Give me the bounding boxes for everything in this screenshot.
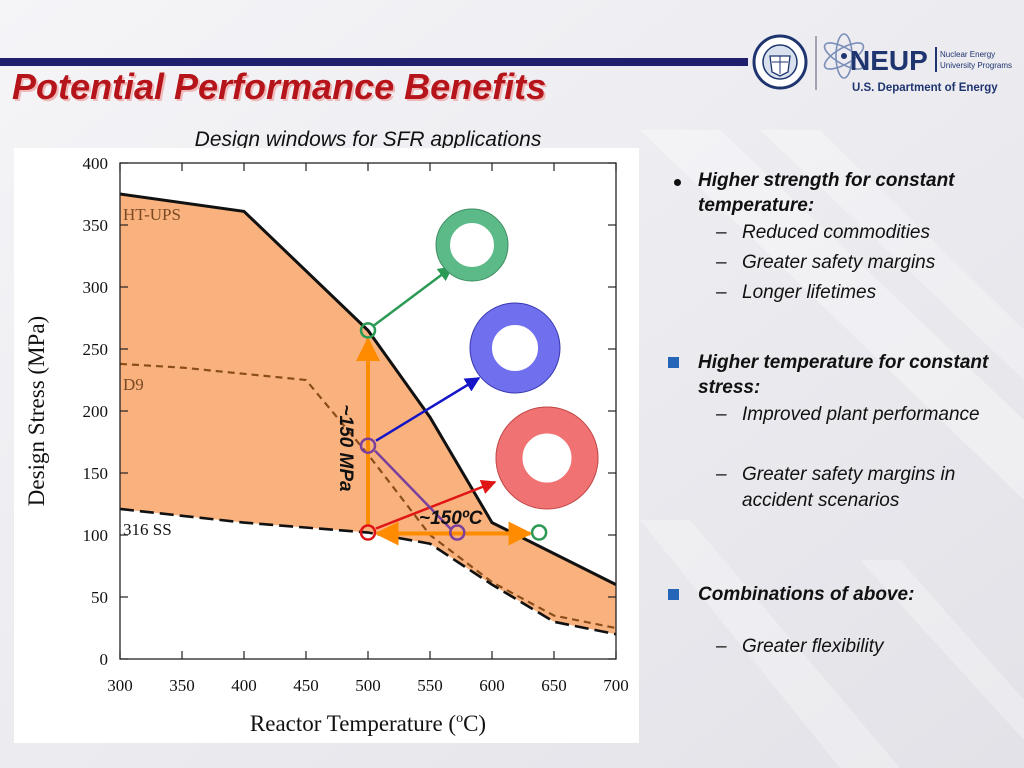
sub-bullet-text: Reduced commodities [742,222,930,243]
x-tick-label: 350 [169,676,195,695]
green-point-marker [359,322,377,339]
series-label-ht-ups: HT-UPS [123,205,181,224]
chart-subtitle: Design windows for SFR applications [194,128,542,151]
sub-bullet-item: – Greater safety margins in accident scen… [716,462,996,514]
green-right-point-marker [530,524,548,541]
sub-bullet-item: – Improved plant performance [716,402,996,428]
y-tick-label: 350 [83,216,109,235]
logo-area: NEUP Nuclear Energy University Programs … [752,33,1012,94]
neup-subtitle-line2: University Programs [940,61,1012,70]
sub-bullet-item: – Longer lifetimes [716,280,996,306]
x-tick-label: 550 [417,676,443,695]
y-tick-label: 300 [83,278,109,297]
sub-bullet-dash: – [716,636,727,657]
x-tick-label: 300 [107,676,133,695]
x-axis-label: Reactor Temperature (oC) [250,711,486,736]
sub-bullet-item: – Reduced commodities [716,220,996,246]
y-axis-label: Design Stress (MPa) [24,316,49,506]
bullet-text: Combinations of above: [698,584,915,605]
y-tick-label: 150 [83,464,109,483]
arrow-to-blue-ring [375,376,481,442]
x-tick-label: 600 [479,676,505,695]
slide-title: Potential Performance Benefits [12,66,547,107]
red-tube-ring-outline [495,406,599,510]
green-tube-ring [436,209,508,281]
sub-bullet-dash: – [716,404,727,425]
stress-gain-label: ~150 MPa [335,404,356,492]
purple-right-point-marker [449,524,466,541]
sub-bullet-dash: – [716,252,727,273]
neup-subtitle-line1: Nuclear Energy [940,50,995,59]
bullet-item: Higher temperature for constant stress: [668,350,998,400]
x-tick-label: 700 [603,676,629,695]
doe-logo-text: U.S. Department of Energy [852,82,998,94]
bullet-item: Higher strength for constant temperature… [668,168,998,218]
series-label-d9: D9 [123,375,144,394]
title-bar [0,58,748,66]
bullet-dot-icon [668,168,696,193]
neup-logo-text: NEUP [850,45,928,76]
arrow-to-green-ring [373,265,454,327]
green-tube-ring-outline [435,208,509,282]
sub-bullet-item: – Greater safety margins [716,250,996,276]
blue-tube-ring [470,303,560,393]
sub-bullet-item: – Greater flexibility [716,634,996,660]
x-tick-label: 500 [355,676,381,695]
sub-bullet-text: Greater flexibility [742,636,884,657]
bullet-item: Combinations of above: [668,582,998,607]
y-tick-label: 50 [91,588,108,607]
x-tick-label: 450 [293,676,319,695]
bullet-text: Higher strength for constant temperature… [698,170,955,216]
sub-bullet-dash: – [716,222,727,243]
y-tick-label: 250 [83,340,109,359]
sub-bullet-text: Greater safety margins [742,252,936,273]
neup-atom-icon [823,33,865,79]
doe-seal-icon [752,34,808,90]
sub-bullet-dash: – [716,464,727,485]
sub-bullet-dash: – [716,282,727,303]
y-tick-label: 0 [100,650,109,669]
blue-tube-ring-outline [469,302,561,394]
y-tick-label: 200 [83,402,109,421]
sub-bullet-text: Longer lifetimes [742,282,877,303]
chart-panel: HT-UPS D9 316 SS 300 350 400 450 500 550 600 650 7… [14,148,639,743]
purple-connector [374,449,452,530]
series-line-d9 [119,362,617,630]
purple-point-marker [359,437,377,454]
temperature-gain-label: ~150ºC [419,508,483,529]
x-tick-label: 400 [231,676,257,695]
y-tick-label: 400 [83,154,109,173]
x-tick-label: 650 [541,676,567,695]
series-label-316-ss: 316 SS [123,520,172,539]
bullet-square-icon [668,350,696,375]
bullet-text: Higher temperature for constant stress: [698,352,989,398]
sub-bullet-text: Greater safety margins in accident scena… [742,464,956,511]
sub-bullet-text: Improved plant performance [742,404,980,425]
y-tick-label: 100 [83,526,109,545]
bullet-square-icon [668,582,696,607]
arrow-to-red-ring [375,479,497,530]
red-point-marker [359,524,377,541]
red-tube-ring [495,406,599,510]
